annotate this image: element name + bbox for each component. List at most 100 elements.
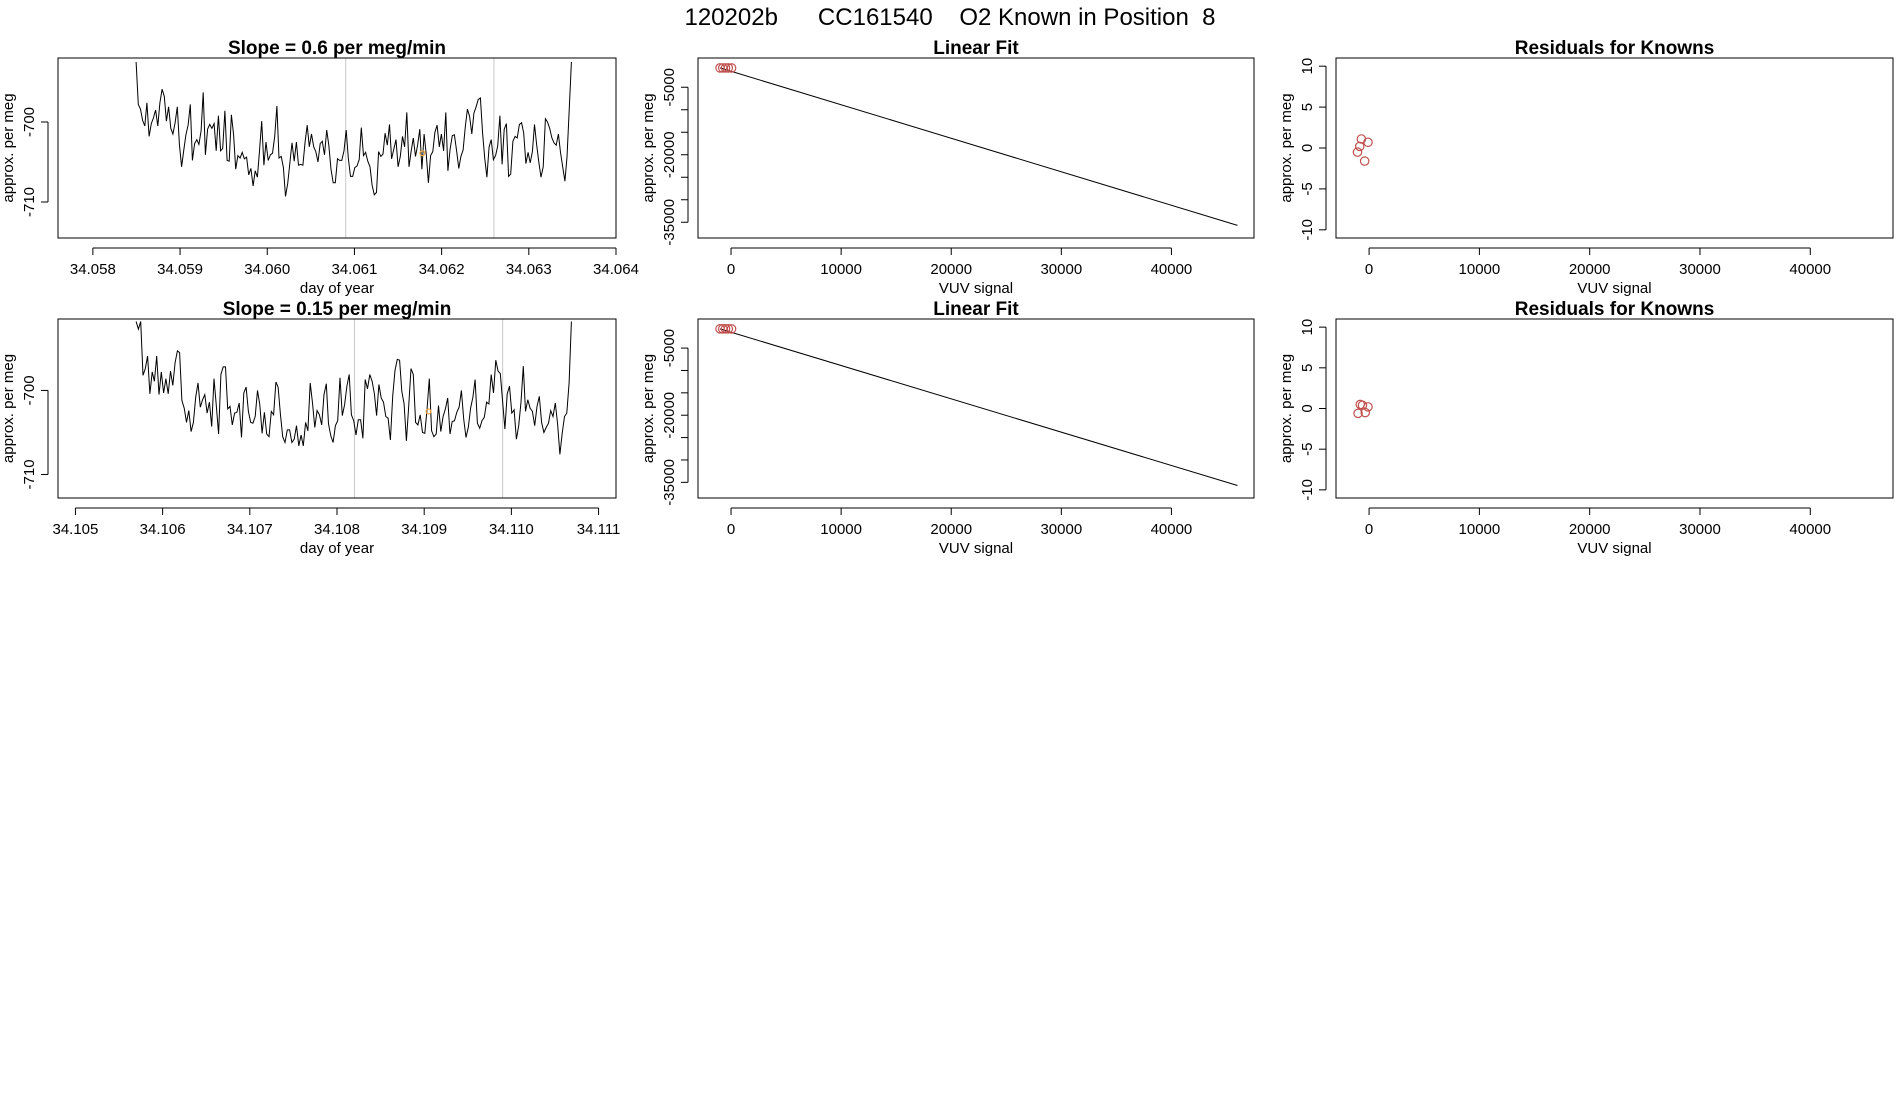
residuals-1-panel: 0 10000 20000 30000 40000 -10 -5 0 5 10 Residuals … xyxy=(1278,38,1894,297)
residuals-2-x-tick-label: 40000 xyxy=(1789,521,1831,538)
linear-fit-1-y-tick-label: -5000 xyxy=(661,68,678,106)
linear-fit-1-data-point xyxy=(720,63,731,73)
residuals-2-x-tick-label: 30000 xyxy=(1679,521,1721,538)
linear-fit-1-y-tick-label: -35000 xyxy=(661,199,678,246)
residuals-1-y-tick-label: 10 xyxy=(1299,58,1316,75)
residuals-2-x-axis-label: VUV signal xyxy=(1577,540,1651,557)
linear-fit-2-data-point xyxy=(720,324,731,334)
timeseries-1-x-tick-label: 34.059 xyxy=(157,261,203,278)
residuals-2-x-tick-label: 20000 xyxy=(1569,521,1611,538)
linear-fit-2-title: Linear Fit xyxy=(933,299,1019,320)
residuals-1-plot-frame xyxy=(1335,57,1894,239)
residuals-1-data-point xyxy=(1359,156,1370,166)
residuals-1-y-tick-label: 0 xyxy=(1299,144,1316,152)
linear-fit-2-data-point xyxy=(726,324,737,334)
timeseries-2-x-tick-label: 34.108 xyxy=(314,521,360,538)
residuals-1-y-tick-label: -10 xyxy=(1299,219,1316,241)
timeseries-2-x-tick-label: 34.110 xyxy=(489,521,534,538)
linear-fit-2-fit-line xyxy=(719,328,1238,486)
residuals-2-data-point xyxy=(1363,402,1373,412)
timeseries-1-plot-frame xyxy=(57,57,617,239)
linear-fit-1-fit-line xyxy=(719,67,1238,226)
timeseries-1-y-tick-label: -700 xyxy=(21,107,38,137)
residuals-1-plot-area xyxy=(1352,134,1373,166)
linear-fit-1-x-tick-label: 10000 xyxy=(820,261,862,278)
residuals-1-x-tick-label: 10000 xyxy=(1459,261,1501,278)
linear-fit-1-plot-area xyxy=(715,63,1238,226)
residuals-1-x-tick-label: 30000 xyxy=(1679,261,1721,278)
residuals-2-y-tick-label: 10 xyxy=(1299,319,1316,336)
linear-fit-2-plot-area xyxy=(715,324,1238,486)
linear-fit-1-x-tick-label: 40000 xyxy=(1151,261,1193,278)
timeseries-2-x-tick-label: 34.105 xyxy=(52,521,98,538)
timeseries-1-panel: 34.058 34.059 34.060 34.061 34.062 34.063 34.0… xyxy=(0,38,639,297)
linear-fit-2-panel: 0 10000 20000 30000 40000 -35000 -20000 -5000 Li… xyxy=(640,299,1255,557)
linear-fit-2-plot-frame xyxy=(697,318,1255,499)
timeseries-2-highlight-point xyxy=(425,408,432,415)
linear-fit-1-data-point xyxy=(726,63,737,73)
timeseries-2-x-tick-label: 34.107 xyxy=(227,521,273,538)
residuals-1-y-tick-label: -5 xyxy=(1299,182,1316,195)
residuals-2-x-tick-label: 10000 xyxy=(1459,521,1501,538)
residuals-2-data-point xyxy=(1360,407,1371,418)
timeseries-2-x-tick-label: 34.111 xyxy=(577,521,621,538)
timeseries-2-x-tick-label: 34.106 xyxy=(140,521,186,538)
figure-title: 120202b CC161540 O2 Known in Position 8 xyxy=(684,4,1215,31)
timeseries-2-plot-frame xyxy=(57,318,617,499)
residuals-2-y-axis-label: approx. per meg xyxy=(1278,354,1295,463)
timeseries-1-x-tick-label: 34.064 xyxy=(593,261,639,278)
residuals-2-y-tick-label: -10 xyxy=(1299,479,1316,501)
timeseries-2-series-line-0 xyxy=(135,321,572,455)
linear-fit-1-panel: 0 10000 20000 30000 40000 -35000 -20000 -5000 Li… xyxy=(640,38,1255,297)
timeseries-2-title: Slope = 0.15 per meg/min xyxy=(223,299,452,320)
timeseries-1-x-axis-label: day of year xyxy=(300,280,374,297)
linear-fit-2-y-tick-label: -35000 xyxy=(661,459,678,506)
linear-fit-1-data-point xyxy=(723,63,734,73)
timeseries-2-x-tick-label: 34.109 xyxy=(401,521,447,538)
timeseries-2-x-axis-label: day of year xyxy=(300,540,374,557)
linear-fit-1-x-axis-label: VUV signal xyxy=(939,280,1013,297)
residuals-2-plot-frame xyxy=(1335,318,1894,499)
residuals-1-data-point xyxy=(1363,137,1373,148)
timeseries-1-x-tick-label: 34.063 xyxy=(506,261,552,278)
linear-fit-1-x-tick-label: 20000 xyxy=(930,261,972,278)
linear-fit-1-x-tick-label: 30000 xyxy=(1040,261,1082,278)
residuals-1-y-tick-label: 5 xyxy=(1299,103,1316,111)
timeseries-2-panel: 34.105 34.106 34.107 34.108 34.109 34.110 34.1… xyxy=(0,299,620,557)
timeseries-1-y-axis-label: approx. per meg xyxy=(0,93,17,202)
linear-fit-2-y-axis-label: approx. per meg xyxy=(640,354,657,463)
linear-fit-2-x-tick-label: 40000 xyxy=(1151,521,1193,538)
linear-fit-1-plot-frame xyxy=(697,57,1255,239)
residuals-1-x-tick-label: 20000 xyxy=(1569,261,1611,278)
linear-fit-1-y-tick-label: -20000 xyxy=(661,131,678,178)
residuals-1-x-tick-label: 0 xyxy=(1365,261,1373,278)
linear-fit-1-y-axis-label: approx. per meg xyxy=(640,93,657,202)
timeseries-1-x-tick-label: 34.061 xyxy=(331,261,377,278)
residuals-1-data-point xyxy=(1354,141,1365,152)
residuals-1-x-axis-label: VUV signal xyxy=(1577,280,1651,297)
residuals-1-x-tick-label: 40000 xyxy=(1789,261,1831,278)
residuals-2-panel: 0 10000 20000 30000 40000 -10 -5 0 5 10 Residuals … xyxy=(1278,299,1894,557)
linear-fit-2-x-tick-label: 0 xyxy=(727,521,735,538)
timeseries-1-plot-area xyxy=(135,58,572,238)
timeseries-2-y-tick-label: -700 xyxy=(21,375,38,405)
timeseries-2-plot-area xyxy=(135,319,572,498)
residuals-1-data-point xyxy=(1352,147,1363,157)
timeseries-1-y-tick-label: -710 xyxy=(21,187,38,217)
timeseries-1-x-tick-label: 34.060 xyxy=(244,261,290,278)
timeseries-1-highlight-point xyxy=(419,150,426,157)
linear-fit-1-title: Linear Fit xyxy=(933,38,1019,59)
timeseries-2-y-tick-label: -710 xyxy=(21,459,38,489)
linear-fit-2-x-tick-label: 20000 xyxy=(930,521,972,538)
linear-fit-2-data-point xyxy=(723,324,734,334)
linear-fit-2-x-tick-label: 10000 xyxy=(820,521,862,538)
residuals-2-x-tick-label: 0 xyxy=(1365,521,1373,538)
linear-fit-2-x-tick-label: 30000 xyxy=(1040,521,1082,538)
linear-fit-2-y-tick-label: -5000 xyxy=(661,329,678,367)
residuals-2-title: Residuals for Knowns xyxy=(1515,299,1715,320)
timeseries-1-x-tick-label: 34.058 xyxy=(70,261,116,278)
residuals-2-y-tick-label: -5 xyxy=(1299,443,1316,456)
timeseries-1-series-line-0 xyxy=(135,61,572,197)
residuals-2-data-point xyxy=(1353,408,1363,419)
